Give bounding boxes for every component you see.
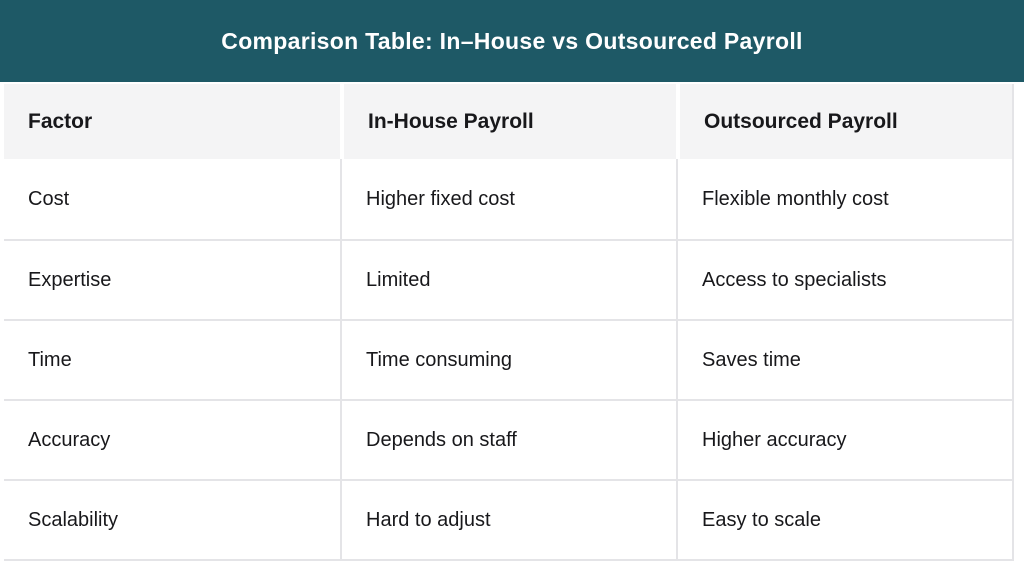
cell-in-house: Higher fixed cost [340,159,676,239]
table-row-accuracy: Accuracy Depends on staff Higher accurac… [4,399,1012,479]
column-header-in-house: In-House Payroll [340,84,676,159]
title-band: Comparison Table: In–House vs Outsourced… [0,0,1024,82]
page-title: Comparison Table: In–House vs Outsourced… [221,27,803,54]
table-header-row: Factor In-House Payroll Outsourced Payro… [4,84,1012,159]
cell-factor: Cost [28,187,70,210]
cell-outsourced: Easy to scale [676,481,1012,559]
cell-outsourced: Flexible monthly cost [676,159,1012,239]
cell-factor: Time [28,348,72,371]
table-row-expertise: Expertise Limited Access to specialists [4,239,1012,319]
cell-factor: Accuracy [28,428,111,451]
cell-in-house: Limited [340,241,676,319]
table-row-cost: Cost Higher fixed cost Flexible monthly … [4,159,1012,239]
column-header-outsourced: Outsourced Payroll [676,84,1012,159]
cell-factor: Expertise [28,268,112,291]
column-header-factor: Factor [4,84,340,159]
table-row-time: Time Time consuming Saves time [4,319,1012,399]
cell-in-house: Time consuming [340,321,676,399]
cell-in-house: Depends on staff [340,401,676,479]
comparison-table: Factor In-House Payroll Outsourced Payro… [4,84,1014,561]
cell-outsourced: Higher accuracy [676,401,1012,479]
cell-outsourced: Access to specialists [676,241,1012,319]
cell-in-house: Hard to adjust [340,481,676,559]
cell-factor: Scalability [28,508,119,531]
table-row-scalability: Scalability Hard to adjust Easy to scale [4,479,1012,559]
cell-outsourced: Saves time [676,321,1012,399]
